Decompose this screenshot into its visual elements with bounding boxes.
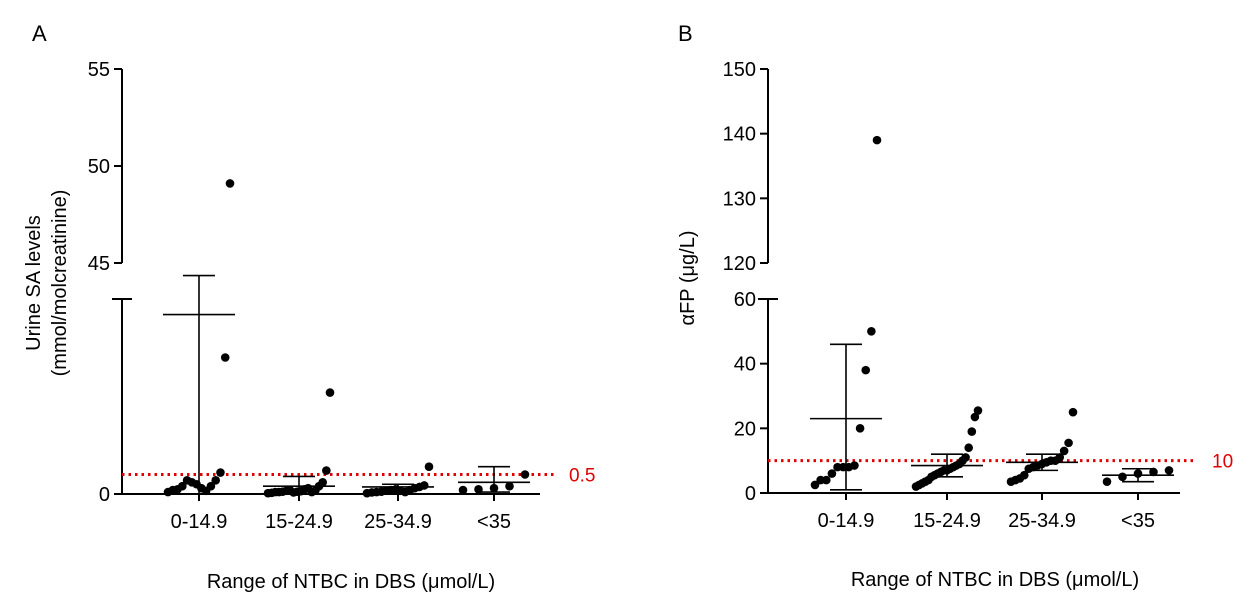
y-tick-label-b: 150 (723, 59, 756, 81)
data-point-b (1068, 407, 1078, 417)
x-tick-label-b: 25-34.9 (1008, 510, 1076, 532)
data-point-b (850, 461, 859, 470)
panel-a-plot: 0 45 50 55 0-14.9 15-24.9 25-34.9 <35 0.5 (88, 59, 596, 533)
data-point-a (216, 468, 225, 477)
data-point-b (810, 480, 820, 490)
data-point-b (855, 424, 865, 433)
data-point-b (872, 135, 882, 145)
x-tick-label-a: 0-14.9 (171, 511, 228, 533)
x-axis-title-b: Range of NTBC in DBS (μmol/L) (851, 569, 1139, 591)
y-tick-label-a: 0 (99, 484, 110, 506)
x-tick-label-b: <35 (1121, 510, 1155, 532)
data-point-b (967, 427, 977, 436)
data-point-a (318, 478, 328, 487)
x-tick-label-a: 25-34.9 (364, 511, 432, 533)
data-point-b (973, 406, 983, 415)
data-point-b (827, 469, 837, 478)
data-point-a (322, 466, 331, 475)
data-point-a (458, 485, 468, 495)
y-tick-label-b: 60 (734, 289, 756, 311)
y-tick-label-a: 50 (88, 156, 110, 178)
reference-line-label-b: 10 (1212, 452, 1233, 473)
data-point-a (220, 353, 230, 362)
data-point-b (1164, 466, 1174, 475)
panel-label-b: B (678, 21, 693, 46)
data-point-a (178, 481, 187, 491)
data-point-b (1059, 446, 1069, 456)
x-tick-label-b: 0-14.9 (818, 510, 875, 532)
data-point-a (211, 476, 220, 485)
data-point-b (1102, 477, 1112, 486)
data-point-b (1149, 467, 1158, 477)
y-tick-label-b: 0 (745, 483, 756, 505)
panel-b-plot: 0 20 40 60 120 130 140 150 0-14.9 15-24.9 25-34.9 <… (723, 59, 1234, 532)
x-tick-label-a: 15-24.9 (265, 511, 333, 533)
y-axis-title-b: αFP (μg/L) (677, 231, 699, 326)
y-tick-label-b: 20 (734, 418, 756, 440)
y-tick-label-b: 130 (723, 188, 756, 210)
data-point-b (1019, 470, 1029, 480)
data-point-b (970, 412, 980, 422)
reference-line-label-a: 0.5 (569, 466, 595, 487)
data-point-b (1055, 453, 1065, 462)
y-axis-title-a-line1: Urine SA levels (23, 215, 45, 351)
x-tick-label-b: 15-24.9 (913, 510, 981, 532)
data-point-a (505, 481, 514, 491)
y-tick-label-b: 40 (734, 354, 756, 376)
data-point-b (867, 327, 876, 336)
x-axis-title-a: Range of NTBC in DBS (μmol/L) (207, 571, 495, 593)
data-point-a (419, 481, 429, 490)
data-point-a (424, 462, 434, 472)
x-tick-label-a: <35 (477, 511, 511, 533)
data-point-b (964, 443, 973, 453)
y-tick-label-b: 120 (723, 253, 756, 275)
data-point-b (1064, 438, 1073, 448)
y-tick-label-a: 45 (88, 253, 110, 275)
y-tick-label-a: 55 (88, 59, 110, 81)
data-point-a (520, 470, 530, 479)
y-axis-title-a-line2: (mmol/molcreatinine) (49, 190, 71, 377)
data-point-b (821, 475, 831, 485)
y-tick-label-b: 140 (723, 124, 756, 146)
panel-label-a: A (32, 21, 47, 46)
data-point-b (861, 365, 871, 375)
data-point-a (225, 179, 235, 188)
data-point-a (325, 388, 335, 397)
data-point-b (1118, 472, 1127, 482)
data-point-b (961, 453, 970, 462)
data-point-a (206, 481, 216, 491)
